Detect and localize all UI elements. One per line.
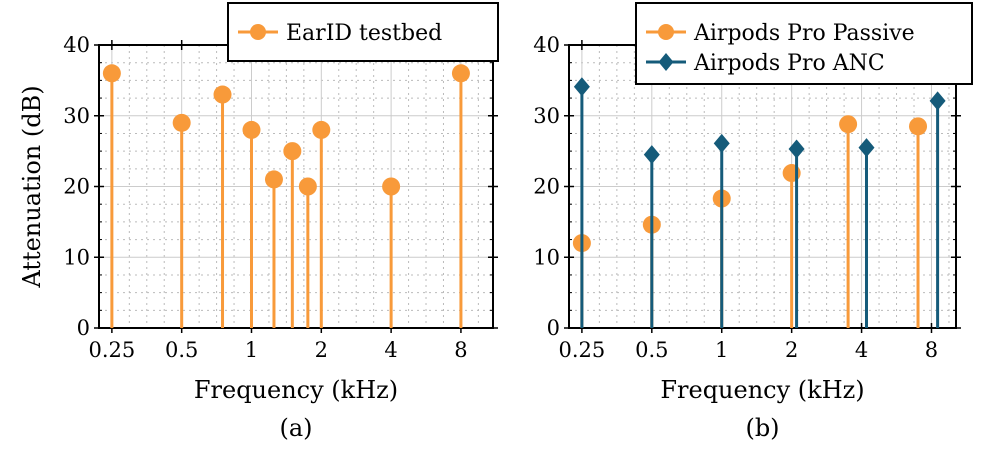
data-point-diamond	[643, 145, 660, 165]
legend-label: EarID testbed	[286, 21, 442, 46]
data-point-circle	[172, 113, 191, 132]
chart-panel-a: 0 10 20 30 40 0.25 0.5 1 2 4 8 Frequency (kHz) Atten…	[18, 2, 499, 442]
data-point-circle	[382, 177, 401, 196]
data-point-circle	[264, 170, 283, 189]
y-tick-label: 30	[63, 104, 90, 128]
panel-label: (a)	[279, 414, 312, 442]
data-point-circle	[283, 142, 302, 161]
y-tick-label: 30	[533, 104, 560, 128]
data-point-circle	[909, 117, 928, 136]
legend-label: Airpods Pro ANC	[693, 51, 885, 76]
x-tick-label: 0.25	[88, 338, 135, 362]
y-axis-label: Attenuation (dB)	[18, 85, 46, 288]
x-tick-label: 0.5	[165, 338, 198, 362]
y-tick-label: 10	[533, 245, 560, 269]
x-tick-label: 8	[925, 338, 938, 362]
y-tick-label: 20	[63, 175, 90, 199]
legend-marker-diamond	[658, 53, 674, 71]
legend-marker-circle	[250, 24, 266, 40]
data-point-circle	[242, 120, 261, 139]
data-point-circle	[312, 120, 331, 139]
data-point-circle	[213, 85, 232, 104]
x-tick-label: 1	[715, 338, 728, 362]
data-point-circle	[839, 115, 858, 134]
x-tick-label: 0.25	[559, 338, 606, 362]
y-tick-label: 40	[63, 33, 90, 57]
chart-panel-b: 0 10 20 30 40 0.25 0.5 1 2 4 8 Frequency (kHz) (b) Ai…	[533, 2, 973, 442]
x-tick-label: 8	[454, 338, 467, 362]
y-tick-label: 40	[533, 33, 560, 57]
data-point-diamond	[788, 139, 805, 159]
y-tick-label: 20	[533, 175, 560, 199]
data-point-diamond	[713, 133, 730, 153]
x-tick-label: 4	[384, 338, 397, 362]
x-axis-label: Frequency (kHz)	[660, 376, 864, 404]
x-tick-label: 4	[855, 338, 868, 362]
data-point-circle	[102, 64, 121, 83]
x-tick-label: 0.5	[635, 338, 668, 362]
y-tick-label: 10	[63, 245, 90, 269]
legend-label: Airpods Pro Passive	[693, 21, 915, 46]
data-point-circle	[298, 177, 317, 196]
x-tick-label: 1	[245, 338, 258, 362]
legend-marker-circle	[658, 24, 674, 40]
data-point-diamond	[929, 91, 946, 111]
y-tick-label: 0	[547, 316, 560, 340]
data-point-diamond	[573, 77, 590, 97]
x-tick-label: 2	[315, 338, 328, 362]
data-point-diamond	[858, 138, 875, 158]
panel-label: (b)	[745, 414, 779, 442]
data-point-circle	[451, 64, 470, 83]
legend-box	[635, 2, 973, 85]
y-tick-label: 0	[77, 316, 90, 340]
x-tick-label: 2	[785, 338, 798, 362]
x-axis-label: Frequency (kHz)	[194, 376, 398, 404]
